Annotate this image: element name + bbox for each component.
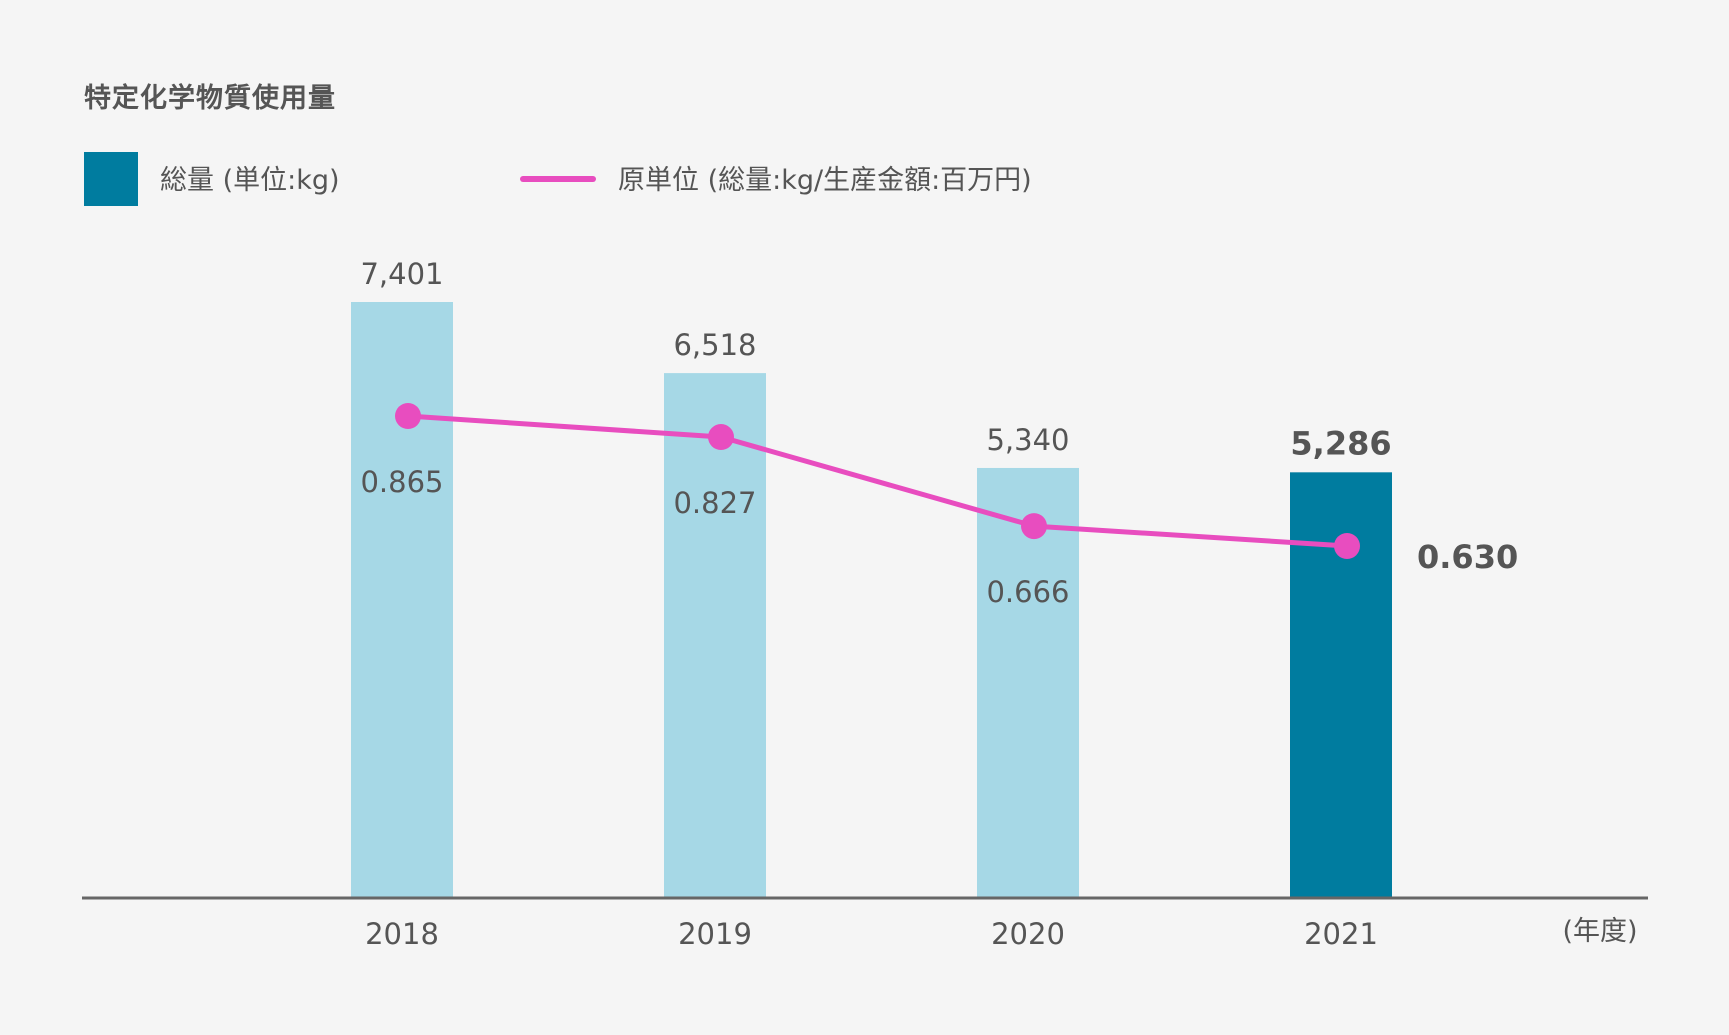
bar-value-label-2019: 6,518 (673, 328, 756, 362)
x-tick-label-2020: 2020 (991, 917, 1065, 951)
legend-swatch-unit (520, 176, 596, 182)
unit-value-label-2021: 0.630 (1417, 538, 1518, 576)
unit-value-label-2020: 0.666 (986, 575, 1069, 609)
bar-value-label-2018: 7,401 (360, 257, 443, 291)
legend-label-total: 総量 (単位:kg) (160, 165, 340, 196)
unit-line (407, 413, 1348, 549)
bar-2019 (664, 373, 766, 899)
bar-2020 (977, 467, 1079, 898)
unit-point-2020 (1021, 513, 1047, 540)
unit-point-2019 (708, 424, 734, 451)
bar-value-label-2021: 5,286 (1290, 424, 1391, 462)
unit-value-label-2019: 0.827 (673, 486, 756, 520)
bar-value-label-2020: 5,340 (986, 423, 1069, 457)
bar-2018 (351, 302, 453, 898)
x-tick-label-2018: 2018 (365, 917, 439, 951)
legend-label-unit: 原単位 (総量:kg/生産金額:百万円) (618, 165, 1032, 196)
unit-value-label-2018: 0.865 (360, 465, 443, 499)
chart-title: 特定化学物質使用量 (84, 83, 336, 114)
unit-point-2021 (1334, 533, 1360, 559)
unit-point-2018 (395, 403, 421, 429)
x-tick-label-2019: 2019 (678, 917, 752, 951)
legend-swatch-total (84, 152, 138, 206)
x-tick-label-2021: 2021 (1304, 917, 1378, 951)
legend: 総量 (単位:kg) 原単位 (総量:kg/生産金額:百万円) (84, 150, 1384, 206)
x-axis-unit-label: (年度) (1562, 916, 1637, 947)
